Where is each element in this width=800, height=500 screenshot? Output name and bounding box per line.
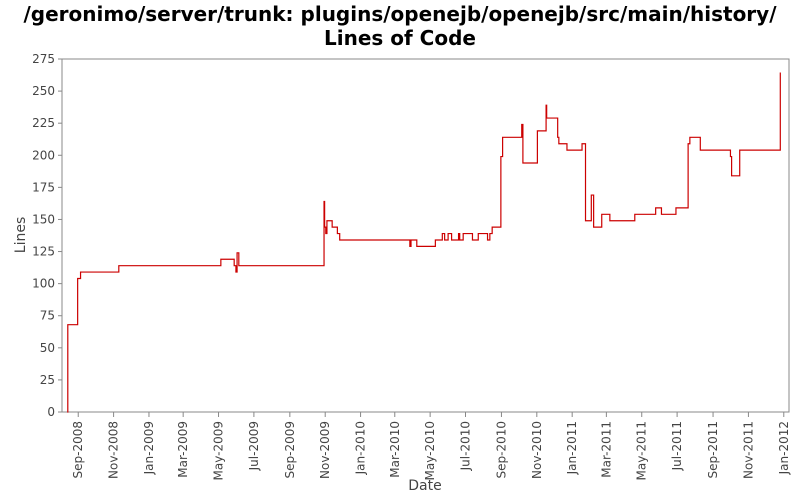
y-tick-label: 275	[32, 52, 55, 66]
x-tick-label: Mar-2011	[599, 421, 613, 478]
x-tick-label: Nov-2010	[530, 421, 544, 479]
x-tick-label: May-2011	[635, 421, 649, 480]
x-tick-label: Jul-2009	[247, 421, 261, 471]
x-tick-label: Jul-2011	[670, 421, 684, 471]
x-tick-label: Mar-2009	[176, 421, 190, 478]
y-tick-label: 125	[32, 245, 55, 259]
x-tick-label: May-2010	[423, 421, 437, 480]
x-tick-label: Jan-2012	[777, 421, 791, 475]
y-tick-label: 0	[47, 405, 55, 419]
x-tick-label: Nov-2008	[107, 421, 121, 479]
plot-area	[61, 58, 790, 413]
x-tick-label: Mar-2010	[388, 421, 402, 478]
y-tick-label: 25	[40, 373, 55, 387]
x-tick-label: Sep-2009	[283, 421, 297, 479]
x-tick-label: Jan-2010	[354, 421, 368, 475]
y-tick-label: 175	[32, 180, 55, 194]
x-tick-label: Sep-2010	[494, 421, 508, 479]
y-tick-label: 225	[32, 116, 55, 130]
y-tick-label: 100	[32, 277, 55, 291]
y-tick-label: 75	[40, 309, 55, 323]
x-tick-label: Nov-2009	[318, 421, 332, 479]
x-tick-label: Jul-2010	[459, 421, 473, 471]
chart-title: /geronimo/server/trunk: plugins/openejb/…	[23, 2, 777, 50]
series-line	[67, 72, 781, 413]
x-tick-label: Sep-2008	[71, 421, 85, 479]
y-axis-label: Lines	[13, 217, 29, 253]
x-axis: Sep-2008 Nov-2008 Jan-2009 Mar-2009 May-2009…	[71, 412, 791, 480]
x-tick-label: Sep-2011	[706, 421, 720, 479]
x-tick-label: Jan-2009	[142, 421, 156, 475]
y-tick-label: 150	[32, 212, 55, 226]
x-tick-label: Jan-2011	[565, 421, 579, 475]
y-tick-label: 50	[40, 341, 55, 355]
y-tick-label: 250	[32, 84, 55, 98]
x-axis-label: Date	[408, 478, 441, 494]
x-tick-label: Nov-2011	[741, 421, 755, 479]
y-tick-label: 200	[32, 148, 55, 162]
x-tick-label: May-2009	[212, 421, 226, 480]
y-axis: 0 25 50 75 100 125 150 175 200 225 250 275	[32, 52, 62, 419]
